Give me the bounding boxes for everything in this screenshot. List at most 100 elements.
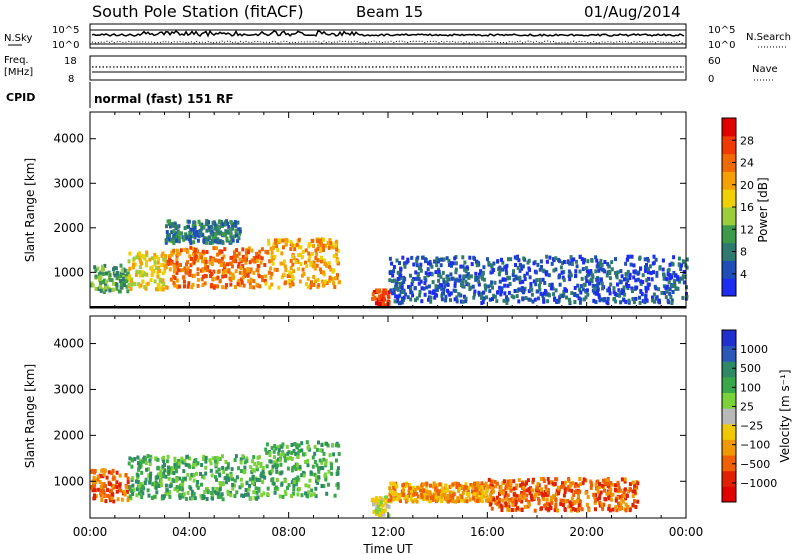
heatmap-cell <box>254 486 258 491</box>
heatmap-cell <box>598 495 602 500</box>
heatmap-cell <box>512 498 515 503</box>
heatmap-cell <box>300 448 304 453</box>
heatmap-cell <box>125 284 129 289</box>
heatmap-cell <box>261 480 265 485</box>
heatmap-cell <box>162 494 166 499</box>
heatmap-cell <box>504 484 508 489</box>
heatmap-cell <box>585 288 589 293</box>
heatmap-cell <box>578 254 582 259</box>
heatmap-cell <box>611 507 615 512</box>
heatmap-cell <box>568 261 572 266</box>
heatmap-cell <box>425 490 429 495</box>
heatmap-cell <box>160 496 164 501</box>
heatmap-cell <box>396 277 400 281</box>
heatmap-cell <box>158 279 162 284</box>
heatmap-cell <box>500 289 503 294</box>
heatmap-cell <box>438 272 441 277</box>
heatmap-cell <box>281 261 285 266</box>
heatmap-cell <box>101 271 105 276</box>
heatmap-cell <box>504 264 508 269</box>
heatmap-cell <box>633 499 636 504</box>
heatmap-cell <box>297 449 301 453</box>
heatmap-cell <box>537 499 541 503</box>
heatmap-cell <box>553 297 557 302</box>
heatmap-cell <box>581 287 585 292</box>
heatmap-cell <box>429 295 433 300</box>
heatmap-cell <box>562 493 566 498</box>
heatmap-cell <box>624 277 628 282</box>
heatmap-cell <box>598 482 601 486</box>
heatmap-cell <box>186 266 190 271</box>
heatmap-cell <box>240 280 244 285</box>
heatmap-cell <box>559 293 563 298</box>
heatmap-cell <box>482 265 486 270</box>
heatmap-cell <box>310 260 314 265</box>
heatmap-cell <box>452 288 456 293</box>
heatmap-cell <box>573 286 577 290</box>
heatmap-cell <box>523 273 527 278</box>
heatmap-cell <box>425 492 429 497</box>
heatmap-cell <box>428 290 432 295</box>
heatmap-cell <box>648 264 652 269</box>
heatmap-cell <box>487 284 491 289</box>
heatmap-cell <box>521 482 525 487</box>
heatmap-cell <box>454 499 457 504</box>
heatmap-cell <box>616 483 620 487</box>
heatmap-cell <box>336 248 340 253</box>
heatmap-cell <box>494 499 498 504</box>
heatmap-cell <box>156 274 160 279</box>
heatmap-cell <box>151 482 155 487</box>
heatmap-cell <box>442 280 446 285</box>
heatmap-cell <box>488 297 492 302</box>
heatmap-cell <box>500 257 503 262</box>
heatmap-cell <box>402 297 406 302</box>
heatmap-cell <box>275 485 279 490</box>
heatmap-cell <box>218 279 222 284</box>
heatmap-cell <box>465 265 469 270</box>
heatmap-cell <box>191 251 195 256</box>
heatmap-cell <box>299 245 303 250</box>
colorbar-tick-label: 4 <box>740 268 747 281</box>
heatmap-cell <box>373 295 377 300</box>
heatmap-cell <box>617 288 621 293</box>
heatmap-cell <box>488 289 492 294</box>
heatmap-cell <box>243 469 247 474</box>
heatmap-cell <box>186 491 190 495</box>
heatmap-cell <box>398 285 402 290</box>
heatmap-cell <box>594 492 598 497</box>
heatmap-cell <box>589 485 593 490</box>
heatmap-cell <box>547 502 551 507</box>
heatmap-cell <box>381 302 385 307</box>
heatmap-cell <box>379 500 383 505</box>
heatmap-cell <box>127 276 131 281</box>
heatmap-cell <box>585 502 589 507</box>
heatmap-cell <box>329 241 333 246</box>
heatmap-cell <box>169 483 173 488</box>
heatmap-cell <box>244 260 248 265</box>
heatmap-cell <box>135 255 139 260</box>
heatmap-cell <box>484 481 488 486</box>
heatmap-cell <box>475 498 479 503</box>
heatmap-cell <box>573 490 577 494</box>
heatmap-cell <box>461 255 465 260</box>
heatmap-cell <box>532 279 536 284</box>
heatmap-cell <box>297 253 300 258</box>
heatmap-cell <box>207 220 211 225</box>
heatmap-cell <box>596 261 600 266</box>
heatmap-cell <box>626 257 630 262</box>
heatmap-cell <box>430 495 433 500</box>
heatmap-cell <box>310 238 314 243</box>
heatmap-cell <box>314 256 318 260</box>
heatmap-cell <box>439 274 443 279</box>
heatmap-cell <box>314 494 318 499</box>
heatmap-cell <box>290 279 294 284</box>
heatmap-cell <box>576 490 580 495</box>
heatmap-cell <box>600 502 604 507</box>
heatmap-cell <box>286 456 289 461</box>
heatmap-cell <box>92 475 96 480</box>
heatmap-cell <box>290 494 293 498</box>
heatmap-cell <box>296 466 300 471</box>
heatmap-cell <box>160 263 164 268</box>
heatmap-cell <box>440 293 444 298</box>
heatmap-cell <box>392 497 396 502</box>
